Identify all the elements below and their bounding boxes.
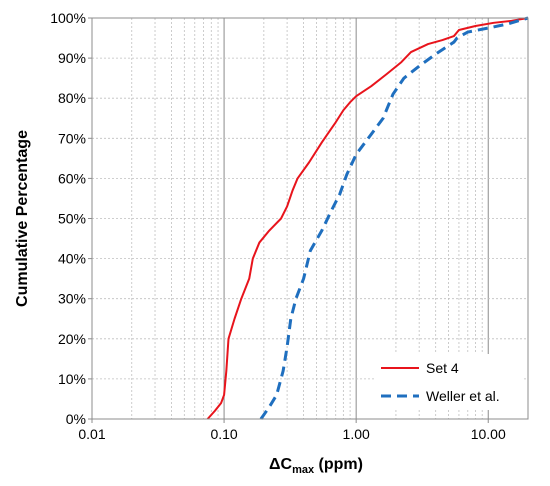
- x-axis-title: ΔCmax (ppm): [269, 456, 363, 476]
- x-tick-label: 1.00: [343, 426, 370, 442]
- series-line-set-4: [206, 17, 529, 420]
- y-tick-label: 20%: [58, 331, 86, 347]
- tick-labels: 0% 10% 20% 30% 40% 50% 60% 70% 80% 90% 100% 0.01 0.1…: [50, 10, 506, 442]
- y-tick-label: 50%: [58, 211, 86, 227]
- x-tick-label: 10.00: [471, 426, 506, 442]
- x-axis-title-unit: (ppm): [314, 456, 363, 473]
- x-tick-label: 0.10: [210, 426, 237, 442]
- legend-background: [376, 354, 522, 410]
- y-tick-label: 10%: [58, 371, 86, 387]
- series-line-weller: [259, 16, 529, 420]
- y-tick-label: 80%: [58, 90, 86, 106]
- x-axis-title-subscript: max: [292, 464, 315, 476]
- x-tick-label: 0.01: [78, 426, 105, 442]
- x-axis-title-base: ΔC: [269, 456, 293, 473]
- legend-label-set-4: Set 4: [426, 360, 459, 376]
- grid: [91, 17, 529, 420]
- legend: Set 4 Weller et al.: [376, 354, 522, 410]
- y-tick-label: 30%: [58, 291, 86, 307]
- y-tick-label: 100%: [50, 10, 86, 26]
- y-tick-label: 0%: [66, 411, 86, 427]
- y-tick-label: 90%: [58, 50, 86, 66]
- y-axis-title: Cumulative Percentage: [14, 130, 31, 307]
- y-tick-label: 60%: [58, 170, 86, 186]
- y-tick-label: 40%: [58, 251, 86, 267]
- series-lines: [206, 16, 529, 420]
- y-tick-label: 70%: [58, 130, 86, 146]
- legend-label-weller: Weller et al.: [426, 388, 500, 404]
